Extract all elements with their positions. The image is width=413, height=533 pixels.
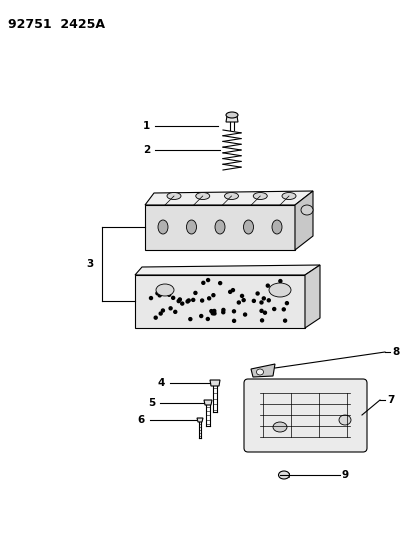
- Ellipse shape: [278, 471, 289, 479]
- Ellipse shape: [285, 302, 288, 305]
- Text: 3: 3: [87, 259, 94, 269]
- Ellipse shape: [199, 314, 202, 318]
- Ellipse shape: [282, 308, 285, 311]
- Ellipse shape: [259, 309, 262, 312]
- Text: 2: 2: [142, 145, 150, 155]
- Ellipse shape: [232, 319, 235, 322]
- Ellipse shape: [209, 310, 212, 313]
- Ellipse shape: [178, 298, 181, 301]
- Ellipse shape: [218, 281, 221, 285]
- Ellipse shape: [159, 312, 162, 315]
- Ellipse shape: [272, 422, 286, 432]
- Ellipse shape: [271, 220, 281, 234]
- Ellipse shape: [237, 301, 240, 304]
- Ellipse shape: [275, 284, 278, 287]
- Ellipse shape: [221, 311, 224, 314]
- Text: 6: 6: [138, 415, 145, 425]
- Ellipse shape: [173, 310, 176, 313]
- Text: 8: 8: [391, 347, 398, 357]
- Ellipse shape: [272, 308, 275, 311]
- Ellipse shape: [211, 294, 214, 297]
- Ellipse shape: [243, 220, 253, 234]
- Text: 7: 7: [386, 395, 394, 405]
- Ellipse shape: [228, 290, 231, 293]
- Ellipse shape: [191, 298, 194, 301]
- Ellipse shape: [186, 220, 196, 234]
- Ellipse shape: [200, 299, 203, 302]
- Ellipse shape: [260, 319, 263, 322]
- Ellipse shape: [158, 220, 168, 234]
- Ellipse shape: [169, 307, 172, 310]
- Ellipse shape: [211, 312, 214, 315]
- Polygon shape: [294, 191, 312, 250]
- Ellipse shape: [180, 302, 183, 305]
- Ellipse shape: [185, 300, 189, 303]
- FancyBboxPatch shape: [243, 379, 366, 452]
- Ellipse shape: [195, 192, 209, 199]
- Polygon shape: [145, 191, 312, 205]
- Ellipse shape: [300, 205, 312, 215]
- Ellipse shape: [266, 284, 268, 287]
- Ellipse shape: [252, 300, 255, 302]
- Polygon shape: [204, 400, 211, 405]
- Ellipse shape: [256, 292, 259, 295]
- Ellipse shape: [206, 318, 209, 320]
- Polygon shape: [135, 265, 319, 275]
- Text: 5: 5: [147, 398, 154, 408]
- Polygon shape: [250, 364, 274, 377]
- Ellipse shape: [161, 309, 164, 312]
- Ellipse shape: [156, 292, 159, 295]
- Ellipse shape: [231, 288, 234, 292]
- Ellipse shape: [212, 312, 216, 315]
- Ellipse shape: [240, 294, 243, 297]
- Polygon shape: [145, 205, 294, 250]
- Ellipse shape: [263, 311, 266, 314]
- Ellipse shape: [256, 369, 263, 375]
- Polygon shape: [135, 275, 304, 328]
- Ellipse shape: [278, 280, 281, 282]
- Ellipse shape: [221, 309, 224, 311]
- Text: 1: 1: [142, 121, 150, 131]
- Text: 92751  2425A: 92751 2425A: [8, 18, 105, 31]
- Ellipse shape: [156, 284, 173, 296]
- Ellipse shape: [193, 292, 197, 294]
- Polygon shape: [304, 265, 319, 328]
- Ellipse shape: [262, 297, 265, 300]
- Ellipse shape: [268, 283, 290, 297]
- Ellipse shape: [267, 299, 270, 302]
- Ellipse shape: [283, 319, 286, 322]
- Ellipse shape: [188, 318, 191, 321]
- Ellipse shape: [225, 112, 237, 118]
- Ellipse shape: [206, 279, 209, 281]
- Ellipse shape: [202, 281, 204, 284]
- Ellipse shape: [232, 310, 235, 313]
- Polygon shape: [225, 116, 237, 122]
- Ellipse shape: [259, 301, 262, 304]
- Polygon shape: [197, 418, 202, 422]
- Polygon shape: [209, 380, 219, 386]
- Ellipse shape: [154, 316, 157, 319]
- Ellipse shape: [212, 310, 215, 312]
- Text: 9: 9: [341, 470, 348, 480]
- Ellipse shape: [207, 297, 210, 300]
- Ellipse shape: [243, 313, 246, 316]
- Ellipse shape: [214, 220, 224, 234]
- Ellipse shape: [149, 296, 152, 300]
- Ellipse shape: [171, 296, 174, 300]
- Ellipse shape: [158, 294, 161, 297]
- Ellipse shape: [281, 192, 295, 199]
- Ellipse shape: [242, 298, 244, 302]
- Text: 4: 4: [157, 378, 165, 388]
- Ellipse shape: [338, 415, 350, 425]
- Ellipse shape: [187, 299, 190, 302]
- Ellipse shape: [253, 192, 267, 199]
- Ellipse shape: [166, 192, 180, 199]
- Ellipse shape: [224, 192, 238, 199]
- Ellipse shape: [167, 293, 170, 296]
- Ellipse shape: [177, 300, 180, 303]
